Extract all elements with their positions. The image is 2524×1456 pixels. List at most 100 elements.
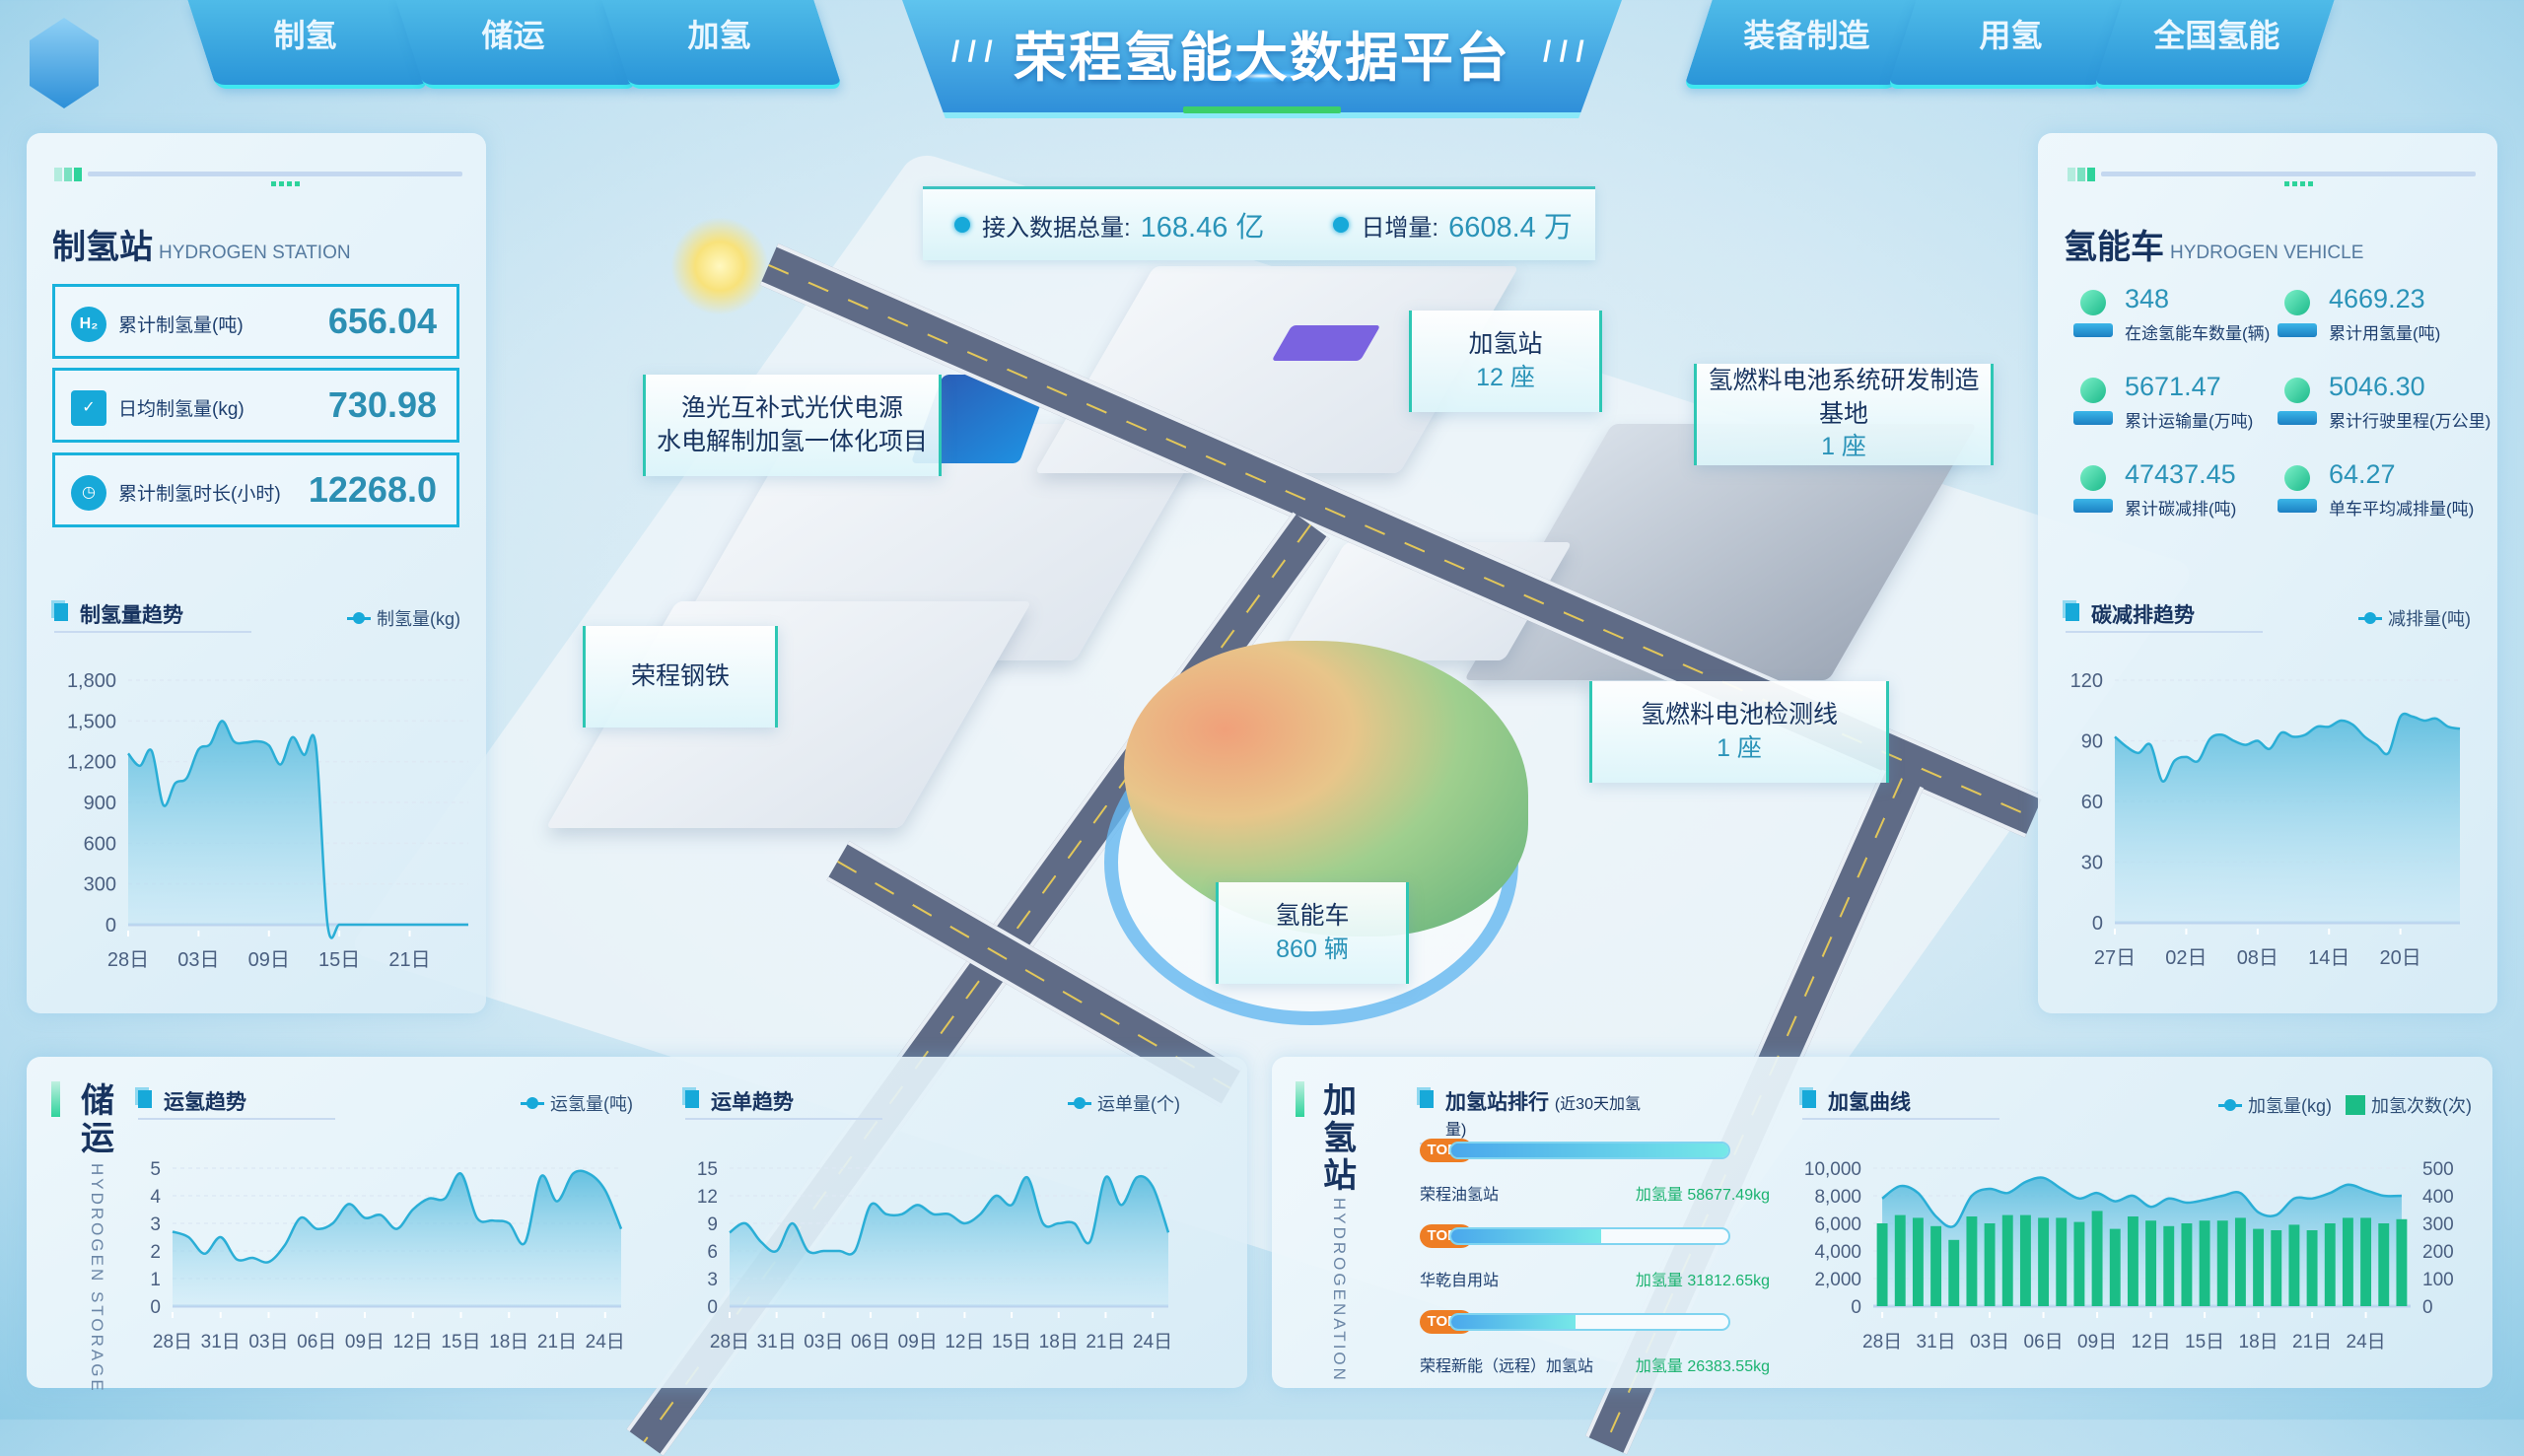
label-steel[interactable]: 荣程钢铁 — [583, 626, 778, 728]
y-tick-label: 1,200 — [67, 752, 116, 774]
series-area — [128, 721, 468, 937]
daily-label: 日增量: — [1361, 208, 1438, 243]
legend-marker-icon — [2358, 611, 2382, 625]
y-tick-label: 0 — [1851, 1297, 1861, 1318]
rank-bar — [1449, 1313, 1730, 1331]
x-tick-label: 12日 — [393, 1332, 433, 1352]
y-tick-label: 90 — [2081, 731, 2103, 753]
nav-tab-usage[interactable]: 用氢 — [1887, 0, 2128, 89]
data-dot-icon — [1333, 217, 1349, 233]
stat-label: 累计制氢时长(小时) — [118, 479, 281, 506]
nav-tab-label: 用氢 — [1905, 0, 2117, 71]
stat-label: 在途氢能车数量(辆) — [2125, 319, 2270, 344]
panel-title-text: 氢能车 — [2064, 229, 2164, 266]
nav-tab-production[interactable]: 制氢 — [187, 0, 428, 89]
y-tick-label: 1 — [150, 1270, 161, 1290]
y-tick-label: 2,000 — [1814, 1270, 1861, 1290]
nav-tab-storage[interactable]: 储运 — [395, 0, 636, 89]
bar — [2307, 1230, 2318, 1306]
y-tick-label: 400 — [2422, 1187, 2454, 1208]
refuel-curve-chart: 02,0004,0006,0008,00010,0000100200300400… — [1804, 1144, 2475, 1360]
orders-legend[interactable]: 运单量(个) — [1068, 1090, 1180, 1116]
panel-subtitle: HYDROGEN STATION — [159, 243, 351, 263]
y-tick-label: 0 — [2422, 1297, 2433, 1318]
navigation-icon — [2278, 376, 2317, 425]
y-tick-label: 9 — [707, 1214, 718, 1235]
y-tick-label: 3 — [707, 1270, 718, 1290]
nav-tab-refuel[interactable]: 加氢 — [601, 0, 842, 89]
bar — [2110, 1229, 2121, 1306]
bar — [2217, 1220, 2228, 1306]
bar — [2181, 1223, 2192, 1306]
carbon-legend[interactable]: 减排量(吨) — [2358, 605, 2471, 631]
x-tick-label: 15日 — [441, 1332, 480, 1352]
bar — [1930, 1226, 1941, 1306]
production-trend-title: 制氢量趋势 — [54, 599, 251, 633]
x-tick-label: 28日 — [153, 1332, 192, 1352]
stat-label: 累计行驶里程(万公里) — [2329, 407, 2490, 432]
stat-label: 累计用氢量(吨) — [2329, 319, 2440, 344]
legend-label: 加氢量(kg) — [2248, 1092, 2332, 1118]
stat-value: 47437.45 — [2125, 459, 2236, 490]
nav-tab-national[interactable]: 全国氢能 — [2093, 0, 2334, 89]
legend-bar-icon — [2346, 1095, 2365, 1115]
stat-value: 5671.47 — [2125, 372, 2221, 402]
label-name: 氢能车 — [1219, 900, 1406, 934]
series-area — [173, 1171, 621, 1306]
label-name: 荣程钢铁 — [586, 660, 775, 694]
label-name: 氢燃料电池系统研发制造基地 — [1697, 365, 1991, 432]
stat-label: 单车平均减排量(吨) — [2329, 495, 2474, 520]
refuel-curve-title: 加氢曲线 — [1802, 1086, 1999, 1120]
bar — [2378, 1223, 2389, 1306]
stat-value: 5046.30 — [2329, 372, 2425, 402]
x-tick-label: 03日 — [1970, 1332, 2009, 1352]
y-tick-label: 8,000 — [1814, 1187, 1861, 1208]
x-tick-label: 18日 — [1039, 1332, 1079, 1352]
nav-tab-equipment[interactable]: 装备制造 — [1683, 0, 1924, 89]
bar — [2271, 1230, 2281, 1306]
label-count: 12 座 — [1412, 362, 1599, 395]
y-tick-label: 0 — [105, 915, 116, 936]
nav-tab-label: 制氢 — [199, 0, 411, 71]
label-solar-project[interactable]: 渔光互补式光伏电源水电解制加氢一体化项目 — [643, 375, 942, 476]
sprout-icon — [2073, 463, 2113, 513]
y-tick-label: 30 — [2081, 853, 2103, 874]
transport-legend[interactable]: 运氢量(吨) — [521, 1090, 633, 1116]
legend-label: 加氢次数(次) — [2371, 1092, 2472, 1118]
nav-tab-label: 加氢 — [613, 0, 825, 71]
stat-label: 累计运输量(万吨) — [2125, 407, 2253, 432]
panel-decoration — [2068, 168, 2482, 187]
y-tick-label: 4,000 — [1814, 1242, 1861, 1263]
x-tick-label: 28日 — [710, 1332, 749, 1352]
legend-label: 运单量(个) — [1097, 1090, 1180, 1116]
summary-bar: 接入数据总量: 168.46 亿 日增量: 6608.4 万 — [923, 186, 1595, 260]
series-area — [1882, 1178, 2402, 1306]
x-tick-label: 21日 — [537, 1332, 577, 1352]
stat-daily-production: ✓日均制氢量(kg)730.98 — [52, 368, 459, 443]
label-name: 氢燃料电池检测线 — [1592, 699, 1886, 732]
bar — [2092, 1211, 2103, 1306]
x-tick-label: 24日 — [1133, 1332, 1172, 1352]
x-tick-label: 06日 — [851, 1332, 890, 1352]
stat-value: 348 — [2125, 284, 2169, 314]
bar — [2145, 1220, 2156, 1306]
nav-tab-label: 装备制造 — [1701, 0, 1913, 71]
panel-decoration — [51, 1081, 60, 1117]
rank-bar-fill — [1451, 1229, 1601, 1243]
ranking-title-text: 加氢站排行 — [1445, 1091, 1549, 1114]
stat-label: 日均制氢量(kg) — [118, 394, 245, 421]
legend-label: 减排量(吨) — [2388, 605, 2471, 631]
x-tick-label: 03日 — [177, 949, 219, 971]
logo-icon[interactable] — [30, 18, 99, 108]
production-legend[interactable]: 制氢量(kg) — [347, 605, 460, 631]
refuel-legend[interactable]: 加氢量(kg) 加氢次数(次) — [2218, 1092, 2472, 1118]
y-tick-label: 900 — [84, 793, 116, 814]
bar — [2325, 1223, 2336, 1306]
y-tick-label: 12 — [697, 1187, 718, 1208]
